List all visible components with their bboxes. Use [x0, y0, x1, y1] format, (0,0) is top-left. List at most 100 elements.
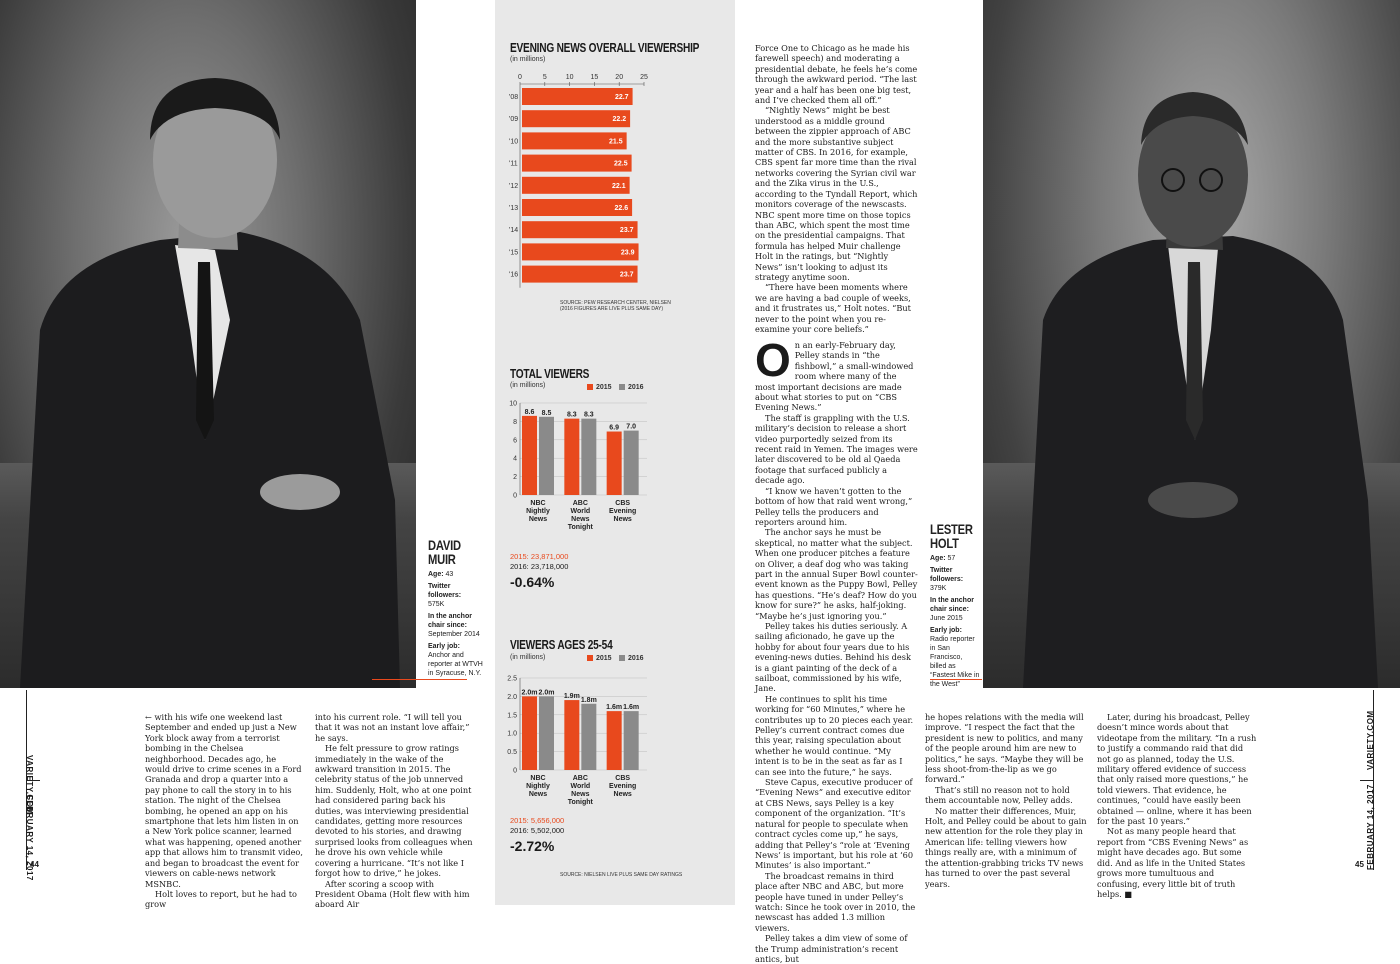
paragraph: he hopes relations with the media will i… — [925, 712, 1084, 785]
bar — [539, 696, 554, 770]
category-label: '16 — [509, 272, 518, 279]
bar-value-label: 6.9 — [609, 425, 619, 432]
bar — [522, 132, 627, 150]
chart1-source: SOURCE: PEW RESEARCH CENTER, NIELSEN (20… — [560, 300, 725, 312]
category-label: '15 — [509, 249, 518, 256]
chart1-source-line1: SOURCE: PEW RESEARCH CENTER, NIELSEN — [560, 300, 671, 306]
total-change: -0.64% — [510, 574, 555, 590]
chair-value: June 2015 — [930, 615, 963, 622]
paragraph: That’s still no reason not to hold them … — [925, 784, 1073, 806]
chart1-subtitle: (in millions) — [510, 56, 546, 63]
bar — [522, 243, 639, 261]
bar — [522, 110, 631, 128]
category-label: News — [571, 791, 589, 798]
category-label: CBS — [615, 775, 630, 782]
paragraph: Pelley takes his duties seriously. A sai… — [755, 620, 911, 694]
bar-value-label: 1.8m — [581, 697, 597, 704]
category-label: News — [614, 791, 632, 798]
legend-label: 2016 — [628, 655, 644, 662]
orange-rule-right — [930, 679, 982, 680]
category-label: Evening — [609, 783, 636, 790]
bar — [581, 418, 597, 495]
job-value: Radio reporter in San Francisco, billed … — [930, 636, 980, 688]
bar-value-label: 8.5 — [542, 410, 552, 417]
article-col-3-top: Force One to Chicago as he made his fare… — [755, 43, 918, 334]
category-label: Tonight — [568, 799, 594, 806]
bar — [522, 88, 633, 105]
legend-swatch — [619, 384, 625, 390]
bar — [581, 703, 597, 770]
bar-value-label: 22.6 — [614, 205, 628, 212]
category-label: '14 — [509, 227, 518, 234]
bar-value-label: 22.5 — [614, 161, 628, 168]
chart2-totals: 2015: 23,871,000 2016: 23,718,000 -0.64% — [510, 552, 568, 592]
article-col-2: into his current role. “I will tell you … — [315, 712, 475, 910]
bar — [564, 700, 580, 770]
paragraph: “Nightly News” might be best understood … — [755, 105, 918, 282]
legend-label: 2016 — [628, 384, 644, 391]
category-label: CBS — [615, 500, 630, 507]
paragraph: “There have been moments where we are ha… — [755, 282, 911, 334]
legend-label: 2015 — [596, 384, 612, 391]
article-col-5: Later, during his broadcast, Pelley does… — [1097, 712, 1257, 899]
legend-swatch — [587, 384, 593, 390]
article-col-1: ← with his wife one weekend last Septemb… — [145, 712, 303, 910]
bar-value-label: 22.7 — [615, 94, 629, 101]
chart1-title: EVENING NEWS OVERALL VIEWERSHIP — [510, 40, 700, 55]
muir-info-box: DAVID MUIR Age: 43 Twitter followers: 575… — [428, 538, 484, 681]
bar-value-label: 2.0m — [522, 689, 538, 696]
bar — [522, 265, 638, 283]
y-tick-label: 4 — [513, 456, 517, 463]
bar-value-label: 8.3 — [584, 412, 594, 419]
paragraph: ← with his wife one weekend last Septemb… — [145, 712, 303, 889]
age-value: 57 — [947, 555, 956, 562]
legend-label: 2015 — [596, 655, 612, 662]
viewership-bar-chart: 0 5 10 15 20 25 '08 22.7 '09 22.2 '10 21.5 '11 22.5 '1… — [509, 74, 648, 288]
y-tick-label: 0 — [513, 493, 517, 500]
paragraph: Force One to Chicago as he made his fare… — [755, 43, 918, 106]
folio-tick-left — [26, 780, 40, 781]
category-label: Nightly — [526, 783, 550, 790]
y-tick-label: 0.5 — [507, 749, 517, 756]
category-label: Tonight — [568, 524, 594, 531]
paragraph: The staff is grappling with the U.S. mil… — [755, 412, 918, 486]
holt-name-1: LESTER — [930, 521, 973, 537]
age-value: 43 — [445, 571, 454, 578]
folio-date-right: FEBRUARY 14, 2017 — [1366, 784, 1375, 870]
x-tick-label: 25 — [640, 74, 648, 81]
category-label: '08 — [509, 94, 518, 101]
bar — [623, 711, 639, 770]
twitter-label: Twitter followers: — [930, 567, 964, 583]
chart1-source-line2: (2016 FIGURES ARE LIVE PLUS SAME DAY) — [560, 306, 663, 312]
twitter-value: 379K — [930, 585, 947, 592]
age-label: Age: — [930, 555, 946, 562]
category-label: Evening — [609, 508, 636, 515]
twitter-value: 575K — [428, 601, 445, 608]
orange-rule-left — [372, 679, 467, 680]
y-tick-label: 10 — [509, 401, 517, 408]
demo-total-2016: 2016: 5,502,000 — [510, 826, 565, 835]
total-2015: 2015: 23,871,000 — [510, 552, 569, 561]
category-label: News — [529, 791, 547, 798]
x-tick-label: 5 — [543, 74, 547, 81]
job-label: Early job: — [930, 627, 962, 634]
holt-name-2: HOLT — [930, 535, 959, 551]
category-label: '09 — [509, 116, 518, 123]
bar — [606, 431, 622, 495]
demo-change: -2.72% — [510, 838, 555, 854]
category-label: ABC — [573, 775, 588, 782]
bar-value-label: 23.7 — [620, 227, 634, 234]
x-tick-label: 0 — [518, 74, 522, 81]
bar — [606, 711, 622, 770]
bar-value-label: 8.3 — [567, 412, 577, 419]
chart3-subtitle: (in millions) — [510, 654, 546, 661]
bar-value-label: 23.7 — [620, 272, 634, 279]
category-label: '12 — [509, 183, 518, 190]
bar — [522, 199, 633, 216]
bar — [539, 416, 554, 495]
end-mark-icon: ■ — [1124, 888, 1133, 899]
legend-swatch — [619, 655, 625, 661]
page-number-right: 45 — [1355, 860, 1364, 869]
